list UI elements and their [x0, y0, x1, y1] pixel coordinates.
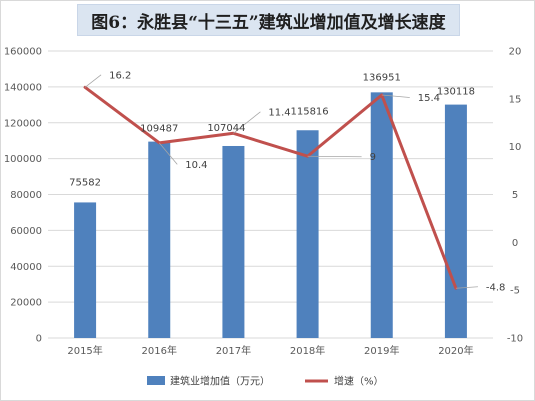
x-axis-tick-label: 2019年 — [364, 344, 399, 357]
label-leader-line — [307, 155, 362, 158]
line-data-label: -4.8 — [486, 282, 506, 293]
left-axis-tick-label: 60000 — [10, 226, 42, 237]
bar-data-label: 109487 — [140, 124, 178, 135]
bar-series — [74, 92, 467, 339]
line-data-label: 10.4 — [185, 160, 207, 171]
legend-label-bar: 建筑业增加值（万元） — [170, 375, 270, 388]
bar-data-label: 136951 — [363, 72, 401, 83]
x-axis-tick-label: 2015年 — [67, 344, 102, 357]
gridlines — [48, 50, 493, 339]
bar-data-label: 107044 — [207, 123, 245, 134]
x-axis-tick-label: 2016年 — [142, 344, 177, 357]
x-axis-tick-label: 2020年 — [438, 344, 473, 357]
bar — [148, 141, 171, 338]
legend: 建筑业增加值（万元） 增速（%） — [147, 375, 384, 388]
left-axis-tick-label: 0 — [36, 334, 42, 345]
right-axis-tick-label: 5 — [512, 190, 518, 201]
line-data-labels: 16.2 10.4 11.4 9 15.4 -4.8 — [109, 70, 505, 293]
bar-data-label: 75582 — [69, 177, 101, 188]
chart-title-box: 图6：永胜县“十三五”建筑业增加值及增长速度 — [77, 4, 460, 36]
left-axis-tick-label: 20000 — [10, 298, 42, 309]
bar — [296, 130, 319, 338]
line-data-label: 16.2 — [109, 70, 131, 81]
label-leader-line — [84, 74, 102, 88]
right-axis-tick-label: 20 — [509, 47, 522, 58]
line-data-label: 9 — [370, 152, 376, 163]
bar — [222, 145, 245, 338]
line-data-label: 15.4 — [418, 93, 440, 104]
right-y-axis: -10 -5 0 5 10 15 20 — [507, 47, 523, 345]
bar-data-label: 115816 — [290, 106, 328, 117]
bar-data-labels: 75582 109487 107044 115816 136951 130118 — [69, 72, 475, 188]
label-leader-lines — [84, 74, 478, 289]
bar — [444, 104, 467, 339]
left-axis-tick-label: 120000 — [4, 118, 42, 129]
chart-title: 图6：永胜县“十三五”建筑业增加值及增长速度 — [91, 12, 446, 33]
right-axis-tick-label: 0 — [512, 238, 518, 249]
label-leader-line — [158, 142, 178, 165]
line-series — [83, 85, 458, 290]
growth-line — [83, 85, 458, 290]
bar — [370, 92, 393, 338]
legend-label-line: 增速（%） — [334, 375, 384, 388]
line-data-label: 11.4 — [268, 107, 290, 118]
label-leader-line — [233, 111, 261, 134]
legend-swatch-bar — [147, 376, 165, 385]
bar-data-label: 130118 — [437, 87, 475, 98]
left-axis-tick-label: 140000 — [4, 82, 42, 93]
label-leader-line — [455, 286, 478, 289]
right-axis-tick-label: -10 — [507, 334, 523, 345]
x-axis-tick-label: 2017年 — [216, 344, 251, 357]
left-axis-tick-label: 100000 — [4, 154, 42, 165]
bar — [74, 202, 97, 338]
label-leader-line — [381, 94, 410, 98]
left-axis-tick-label: 160000 — [4, 47, 42, 58]
left-axis-tick-label: 40000 — [10, 262, 42, 273]
right-axis-tick-label: 10 — [509, 142, 522, 153]
right-axis-tick-label: -5 — [510, 286, 520, 297]
right-axis-tick-label: 15 — [509, 94, 522, 105]
left-axis-tick-label: 80000 — [10, 190, 42, 201]
x-axis-tick-label: 2018年 — [290, 344, 325, 357]
left-y-axis: 0 20000 40000 60000 80000 100000 120000 140000 1… — [4, 47, 42, 345]
x-axis: 2015年 2016年 2017年 2018年 2019年 2020年 — [67, 344, 473, 357]
